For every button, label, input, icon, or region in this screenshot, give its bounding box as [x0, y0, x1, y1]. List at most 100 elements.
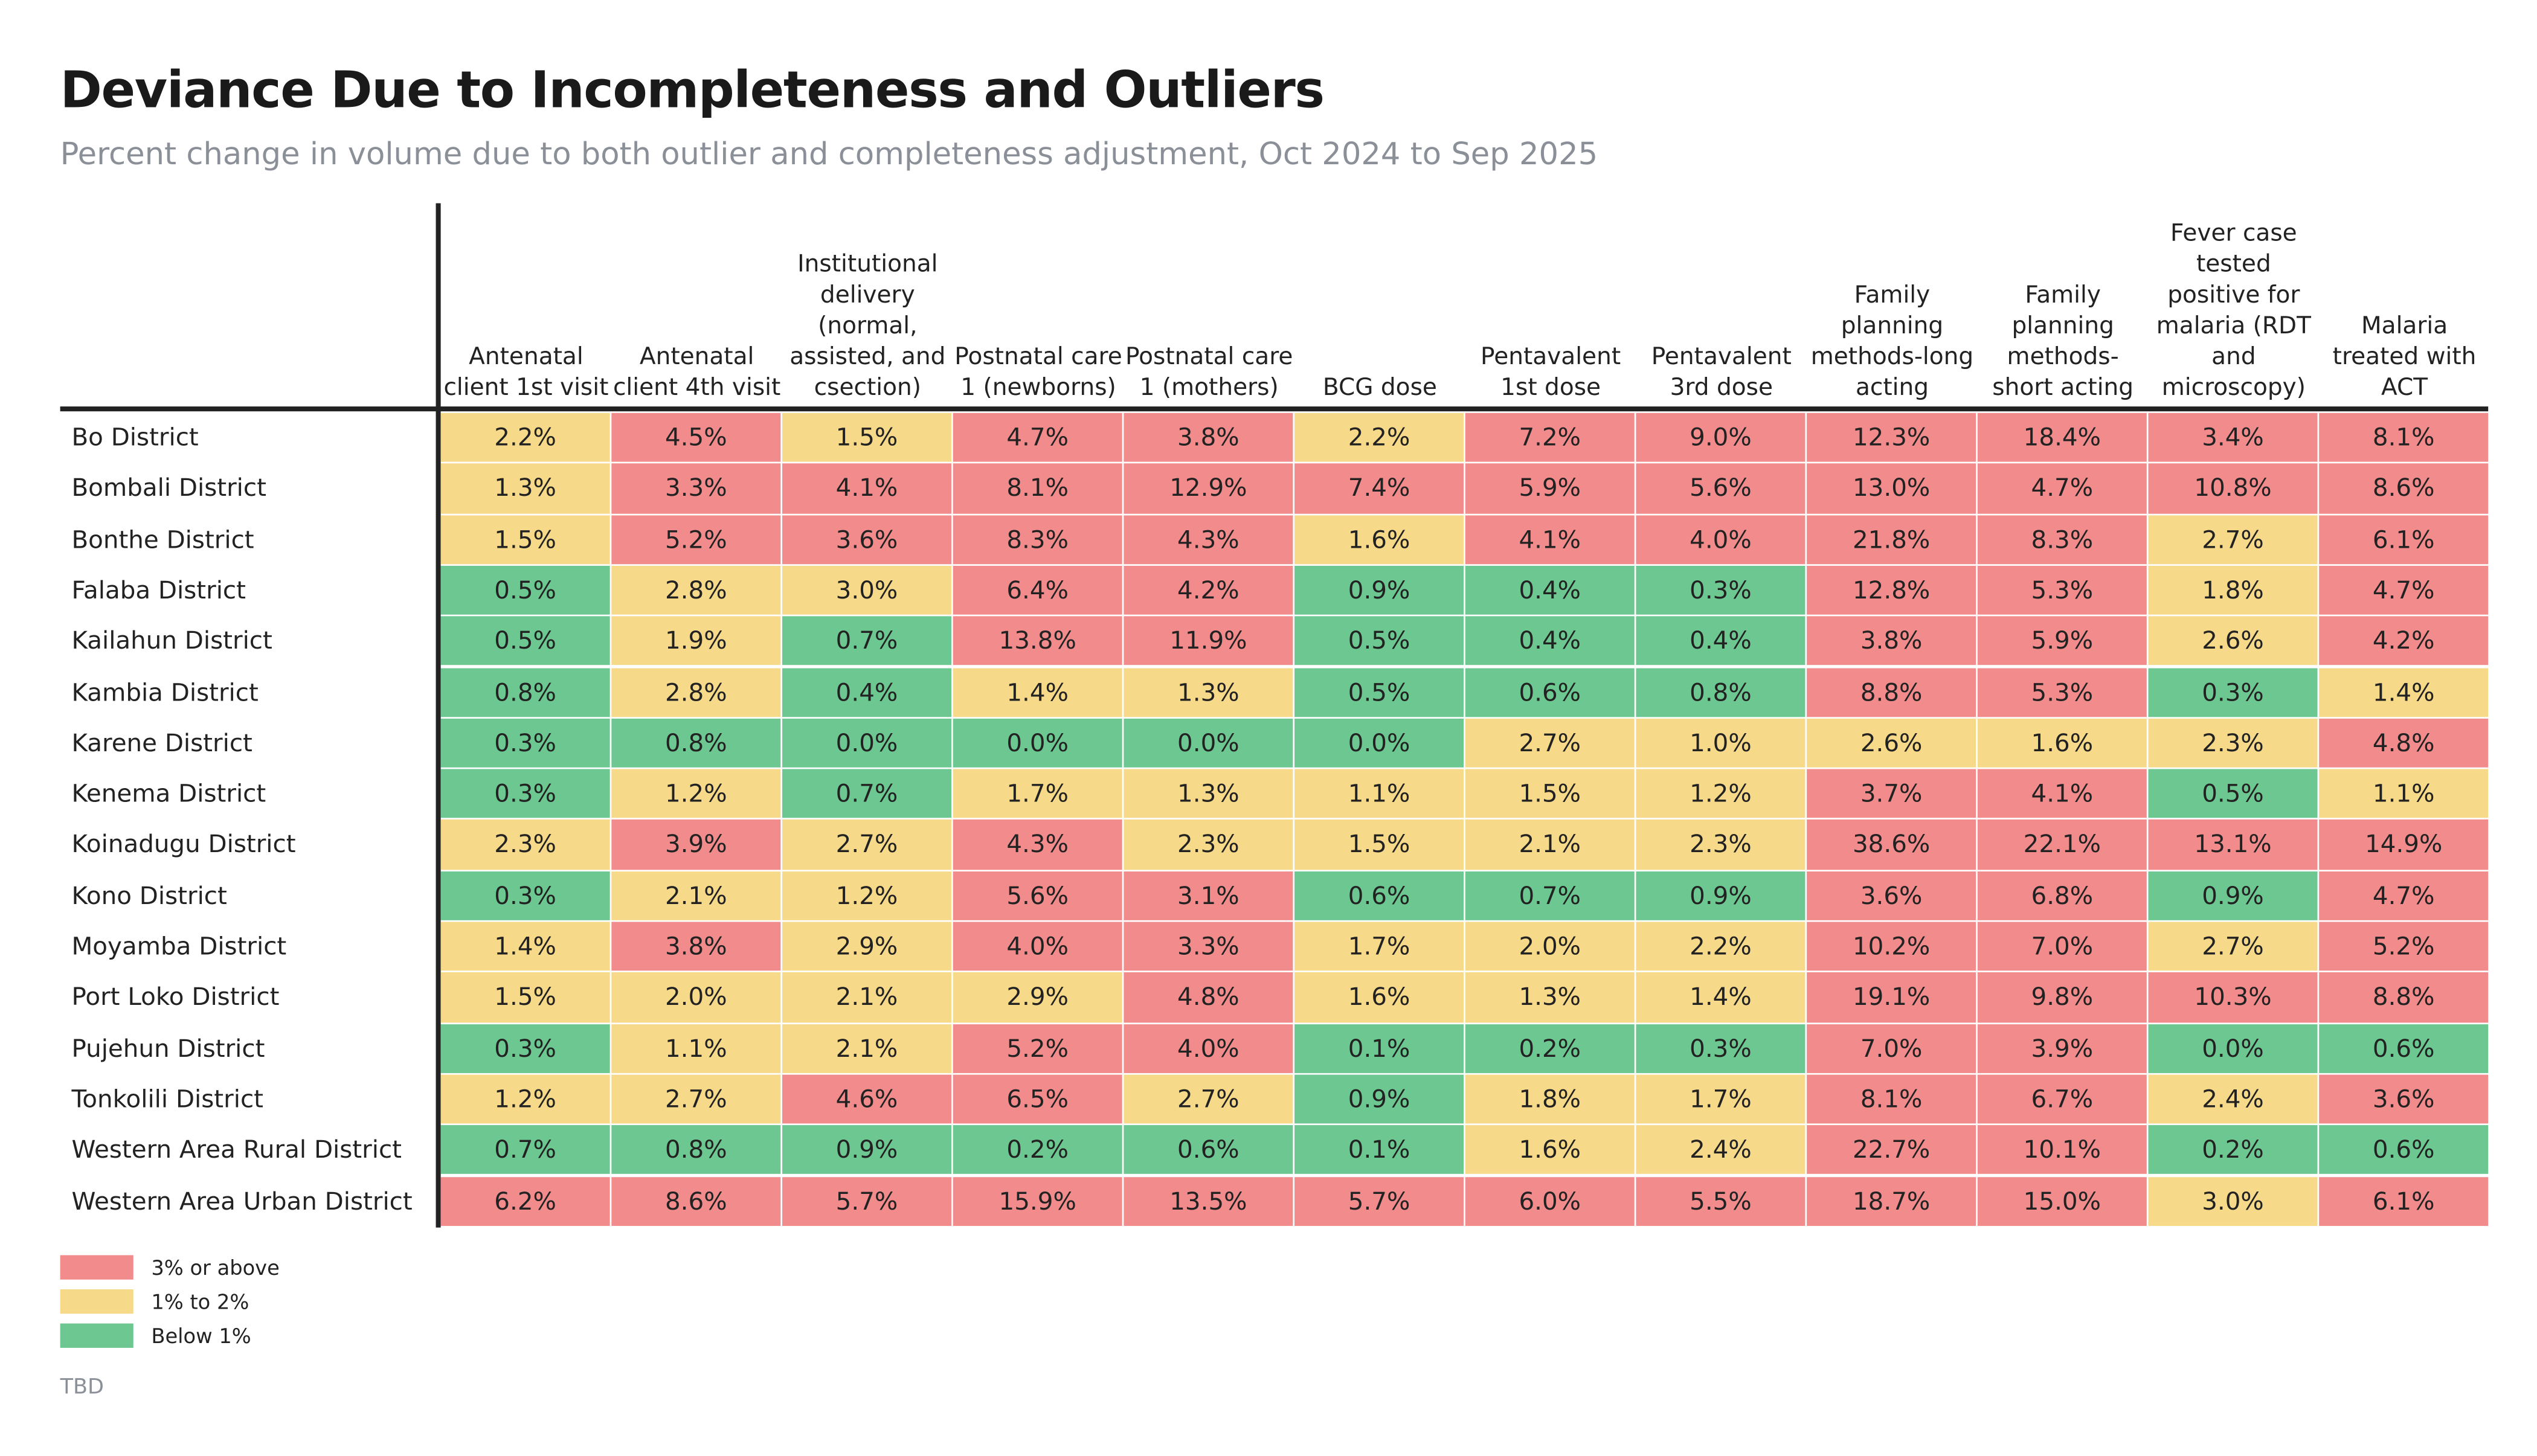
legend-swatch	[60, 1255, 133, 1280]
cell: 8.3%	[953, 515, 1122, 564]
title: Deviance Due to Incompleteness and Outli…	[60, 62, 1325, 121]
cell: 0.6%	[1124, 1125, 1293, 1175]
cell: 10.3%	[2148, 972, 2318, 1022]
cell: 11.9%	[1124, 616, 1293, 666]
cell: 4.8%	[1124, 972, 1293, 1022]
cell: 6.1%	[2319, 1176, 2489, 1226]
cell: 0.0%	[782, 718, 951, 768]
cell: 1.6%	[1977, 718, 2147, 768]
cell: 8.3%	[1977, 515, 2147, 564]
cell: 8.8%	[1807, 667, 1976, 717]
cell: 2.1%	[782, 972, 951, 1022]
cell: 5.9%	[1977, 616, 2147, 666]
cell: 10.2%	[1807, 922, 1976, 972]
cell: 2.4%	[2148, 1074, 2318, 1124]
cell: 0.8%	[611, 718, 781, 768]
cell: 1.6%	[1294, 972, 1464, 1022]
cell: 18.7%	[1807, 1176, 1976, 1226]
cell: 2.6%	[1807, 718, 1976, 768]
cell: 1.5%	[440, 972, 610, 1022]
cell: 2.1%	[611, 871, 781, 920]
cell: 1.7%	[1636, 1074, 1805, 1124]
cell: 0.7%	[782, 769, 951, 819]
cell: 0.5%	[2148, 769, 2318, 819]
cell: 3.7%	[1807, 769, 1976, 819]
cell: 0.1%	[1294, 1125, 1464, 1175]
column-header: Malaria treated with ACT	[2332, 313, 2477, 402]
cell: 8.1%	[2319, 412, 2489, 463]
cell: 1.6%	[1465, 1125, 1635, 1175]
row-label: Koinadugu District	[71, 830, 296, 859]
cell: 4.7%	[953, 412, 1122, 463]
cell: 0.9%	[782, 1125, 951, 1175]
cell: 4.5%	[611, 412, 781, 463]
cell: 4.0%	[953, 922, 1122, 972]
cell: 7.2%	[1465, 412, 1635, 463]
cell: 1.4%	[2319, 667, 2489, 717]
cell: 2.2%	[440, 412, 610, 463]
column-header: Fever case tested positive for malaria (…	[2156, 221, 2311, 402]
cell: 13.5%	[1124, 1176, 1293, 1226]
cell: 1.0%	[1636, 718, 1805, 768]
cell: 5.3%	[1977, 565, 2147, 615]
cell: 1.2%	[1636, 769, 1805, 819]
cell: 3.8%	[611, 922, 781, 972]
cell: 2.6%	[2148, 616, 2318, 666]
cell: 13.8%	[953, 616, 1122, 666]
cell: 1.1%	[2319, 769, 2489, 819]
cell: 3.8%	[1124, 412, 1293, 463]
cell: 4.7%	[2319, 871, 2489, 920]
cell: 10.1%	[1977, 1125, 2147, 1175]
cell: 3.1%	[1124, 871, 1293, 920]
cell: 0.4%	[1465, 616, 1635, 666]
cell: 0.6%	[1294, 871, 1464, 920]
cell: 6.8%	[1977, 871, 2147, 920]
cell: 2.9%	[953, 972, 1122, 1022]
cell: 2.8%	[611, 565, 781, 615]
row-label: Western Area Urban District	[71, 1186, 413, 1216]
cell: 12.9%	[1124, 464, 1293, 513]
cell: 22.1%	[1977, 819, 2147, 870]
cell: 0.0%	[1294, 718, 1464, 768]
cell: 0.3%	[440, 769, 610, 819]
row-label: Bombali District	[71, 473, 266, 503]
cell: 1.7%	[953, 769, 1122, 819]
row-label: Port Loko District	[71, 982, 280, 1012]
cell: 8.6%	[2319, 464, 2489, 513]
cell: 0.9%	[1294, 1074, 1464, 1124]
cell: 1.6%	[1294, 515, 1464, 564]
row-label: Moyamba District	[71, 931, 287, 961]
legend-label: 3% or above	[151, 1255, 280, 1280]
cell: 1.8%	[1465, 1074, 1635, 1124]
cell: 1.5%	[1294, 819, 1464, 870]
cell: 0.4%	[1636, 616, 1805, 666]
cell: 2.7%	[1124, 1074, 1293, 1124]
cell: 0.9%	[1636, 871, 1805, 920]
cell: 1.3%	[1124, 769, 1293, 819]
cell: 4.2%	[1124, 565, 1293, 615]
column-header: Postnatal care 1 (newborns)	[954, 344, 1122, 402]
column-header: Antenatal client 4th visit	[613, 344, 781, 402]
cell: 4.0%	[1636, 515, 1805, 564]
cell: 1.8%	[2148, 565, 2318, 615]
cell: 1.5%	[1465, 769, 1635, 819]
row-label: Kenema District	[71, 778, 266, 809]
cell: 0.3%	[1636, 565, 1805, 615]
cell: 19.1%	[1807, 972, 1976, 1022]
column-header: Pentavalent 3rd dose	[1651, 344, 1792, 402]
cell: 0.8%	[440, 667, 610, 717]
cell: 1.1%	[611, 1024, 781, 1073]
cell: 1.4%	[1636, 972, 1805, 1022]
cell: 0.5%	[1294, 667, 1464, 717]
cell: 12.8%	[1807, 565, 1976, 615]
cell: 1.7%	[1294, 922, 1464, 972]
cell: 0.8%	[611, 1125, 781, 1175]
cell: 1.2%	[440, 1074, 610, 1124]
cell: 2.4%	[1636, 1125, 1805, 1175]
cell: 1.9%	[611, 616, 781, 666]
cell: 4.1%	[782, 464, 951, 513]
row-label: Bonthe District	[71, 524, 254, 554]
cell: 4.6%	[782, 1074, 951, 1124]
cell: 7.0%	[1977, 922, 2147, 972]
